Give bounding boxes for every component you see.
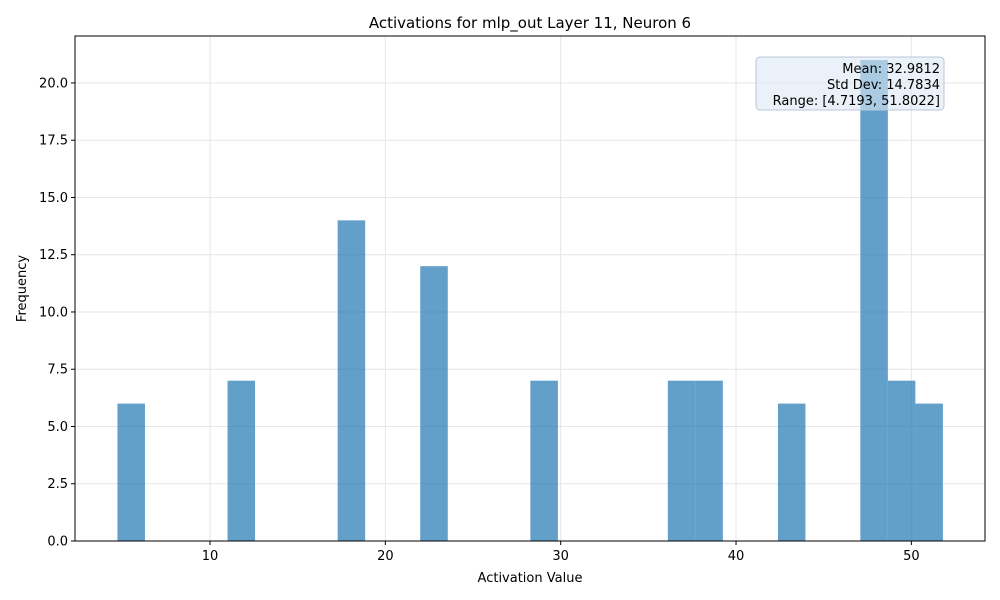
histogram-bar: [777, 403, 806, 541]
plot-frame: [74, 35, 986, 542]
histogram-bar: [695, 380, 723, 541]
grid-lines: [75, 36, 985, 542]
x-tick-label: 30: [552, 549, 569, 564]
x-tick-label: 50: [903, 549, 920, 564]
y-tick-label: 7.5: [47, 363, 68, 378]
y-tick-label: 5.0: [47, 420, 68, 435]
histogram-bars: [117, 60, 943, 542]
histogram-bar: [117, 403, 145, 541]
histogram-bar: [915, 403, 943, 541]
x-tick-label: 20: [377, 549, 394, 564]
histogram-bar: [420, 266, 448, 541]
histogram-bar: [860, 60, 888, 542]
axis-ticks: 10 20 30 40 50 0.0 2.5 5.0 7.5 10.0 12.5 15.0 17.5 20…: [39, 76, 920, 564]
histogram-bar: [337, 220, 366, 541]
y-tick-label: 17.5: [39, 134, 68, 149]
y-tick-label: 20.0: [39, 76, 68, 91]
histogram-bar: [227, 380, 256, 541]
histogram-bar: [887, 380, 916, 541]
y-tick-label: 10.0: [39, 305, 68, 320]
histogram-bar: [667, 380, 696, 541]
x-tick-label: 10: [202, 549, 219, 564]
y-tick-label: 0.0: [47, 535, 68, 550]
stats-box: Mean: 32.9812 Std Dev: 14.7834 Range: [4…: [755, 56, 945, 111]
stats-range: Range: [4.7193, 51.8022]: [773, 94, 940, 109]
y-tick-label: 12.5: [39, 248, 68, 263]
histogram-bar: [530, 380, 558, 541]
chart-title: Activations for mlp_out Layer 11, Neuron…: [369, 14, 691, 33]
stats-mean: Mean: 32.9812: [842, 62, 940, 77]
y-tick-label: 15.0: [39, 191, 68, 206]
y-axis-label: Frequency: [15, 255, 30, 322]
stats-box-background: [755, 56, 945, 111]
y-tick-label: 2.5: [47, 477, 68, 492]
stats-std-dev: Std Dev: 14.7834: [827, 78, 940, 93]
x-axis-label: Activation Value: [478, 571, 583, 586]
x-tick-label: 40: [728, 549, 745, 564]
